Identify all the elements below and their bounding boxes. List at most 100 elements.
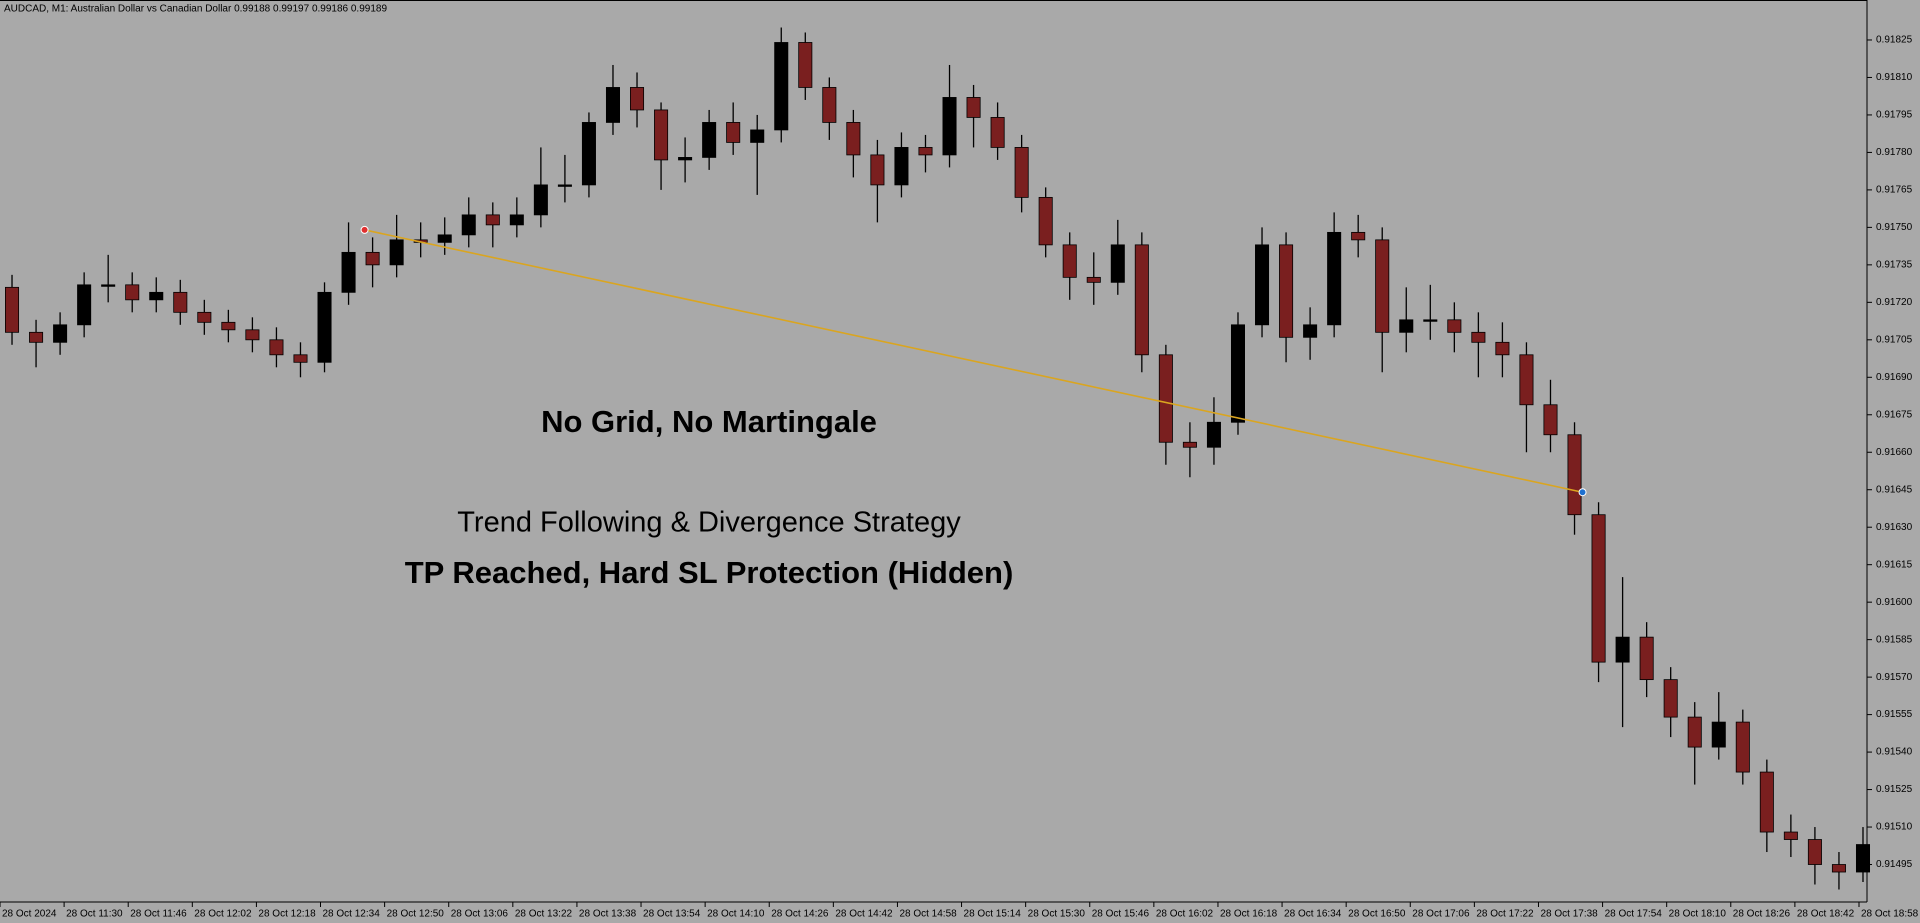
candle-body [485,214,500,226]
candle-body [1423,319,1438,322]
y-tick-label: 0.91570 [1876,672,1913,683]
candle-body [1086,276,1101,283]
x-tick-label: 28 Oct 12:02 [194,909,252,920]
y-tick-label: 0.91645 [1876,484,1913,495]
x-tick-label: 28 Oct 16:34 [1284,909,1342,920]
x-tick-label: 28 Oct 14:26 [771,909,829,920]
x-tick-label: 28 Oct 13:22 [515,909,573,920]
x-tick-label: 28 Oct 15:30 [1028,909,1086,920]
x-tick-label: 28 Oct 18:26 [1733,909,1791,920]
x-tick-label: 28 Oct 14:10 [707,909,765,920]
x-tick-label: 28 Oct 13:38 [579,909,637,920]
candle-body [197,311,212,323]
x-tick-label: 28 Oct 16:02 [1156,909,1214,920]
x-tick-label: 28 Oct 15:14 [964,909,1022,920]
y-tick-label: 0.91630 [1876,522,1913,533]
candle-body [726,122,741,143]
y-tick-label: 0.91600 [1876,597,1913,608]
candle-body [774,42,789,131]
candle-body [1639,636,1654,681]
x-tick-label: 28 Oct 13:54 [643,909,701,920]
candle-body [1303,324,1318,338]
y-tick-label: 0.91705 [1876,334,1913,345]
candle-body [1735,721,1750,773]
candle-body [1038,196,1053,246]
candle-body [1663,679,1678,718]
annotation: TP Reached, Hard SL Protection (Hidden) [405,555,1014,590]
x-tick-label: 28 Oct 17:22 [1476,909,1534,920]
candle-body [293,354,308,363]
candle-body [173,291,188,313]
y-tick-label: 0.91495 [1876,859,1913,870]
candle-body [1062,244,1077,278]
candle-body [581,122,596,186]
candle-body [1014,147,1029,198]
y-tick-label: 0.91660 [1876,447,1913,458]
candle-body [1255,244,1270,326]
candle-body [1591,514,1606,663]
candle-body [798,42,813,88]
candle-body [125,284,140,301]
candle-body [1375,239,1390,333]
candle-body [1351,231,1366,241]
candle-body [1615,636,1630,663]
candle-body [509,214,524,226]
candle-body [437,234,452,243]
candle-body [365,251,380,266]
x-tick-label: 28 Oct 18:42 [1797,909,1855,920]
trend-line [364,229,1583,494]
x-tick-label: 28 Oct 12:50 [387,909,445,920]
y-tick-label: 0.91525 [1876,784,1913,795]
candle-body [1687,716,1702,748]
x-tick-label: 28 Oct 17:06 [1412,909,1470,920]
x-tick-label: 28 Oct 18:58 [1861,909,1919,920]
candle-body [1447,319,1462,333]
candle-body [221,321,236,331]
candle-body [101,284,116,287]
candle-body [750,129,765,143]
candle-body [77,284,92,326]
y-tick-label: 0.91585 [1876,634,1913,645]
candle-body [1543,404,1558,436]
x-tick-label: 28 Oct 16:50 [1348,909,1406,920]
x-tick-label: 28 Oct 17:54 [1605,909,1663,920]
candle-body [389,239,404,266]
candle-body [870,154,885,186]
candle-body [1783,831,1798,840]
candle-body [846,122,861,156]
candle-body [245,329,260,341]
candle-body [1206,421,1221,448]
candle-body [461,214,476,236]
candle-body [990,117,1005,148]
candle-body [1519,354,1534,406]
x-tick-label: 28 Oct 11:30 [66,909,123,920]
candle-body [1134,244,1149,356]
chart-title: AUDCAD, M1: Australian Dollar vs Canadia… [4,4,387,15]
y-tick-label: 0.91555 [1876,709,1913,720]
y-tick-label: 0.91720 [1876,297,1913,308]
candle-body [942,97,957,156]
y-tick-label: 0.91825 [1876,35,1913,46]
x-tick-label: 28 Oct 16:18 [1220,909,1278,920]
y-tick-label: 0.91765 [1876,185,1913,196]
candle-body [1567,434,1582,516]
candle-body [317,291,332,363]
x-tick-label: 28 Oct 2024 [2,909,57,920]
y-tick-label: 0.91675 [1876,409,1913,420]
candle-body [533,184,548,216]
annotation: No Grid, No Martingale [541,404,877,439]
x-tick-label: 28 Oct 17:38 [1540,909,1598,920]
candle-body [1711,721,1726,748]
candle-body [557,184,572,187]
candle-body [53,324,68,343]
candle-body [5,286,20,333]
y-tick-label: 0.91735 [1876,259,1913,270]
exit-marker [1578,488,1587,497]
candle-body [29,331,44,343]
x-tick-label: 28 Oct 18:10 [1669,909,1727,920]
candle-body [678,157,693,161]
candle-body [1182,441,1197,448]
